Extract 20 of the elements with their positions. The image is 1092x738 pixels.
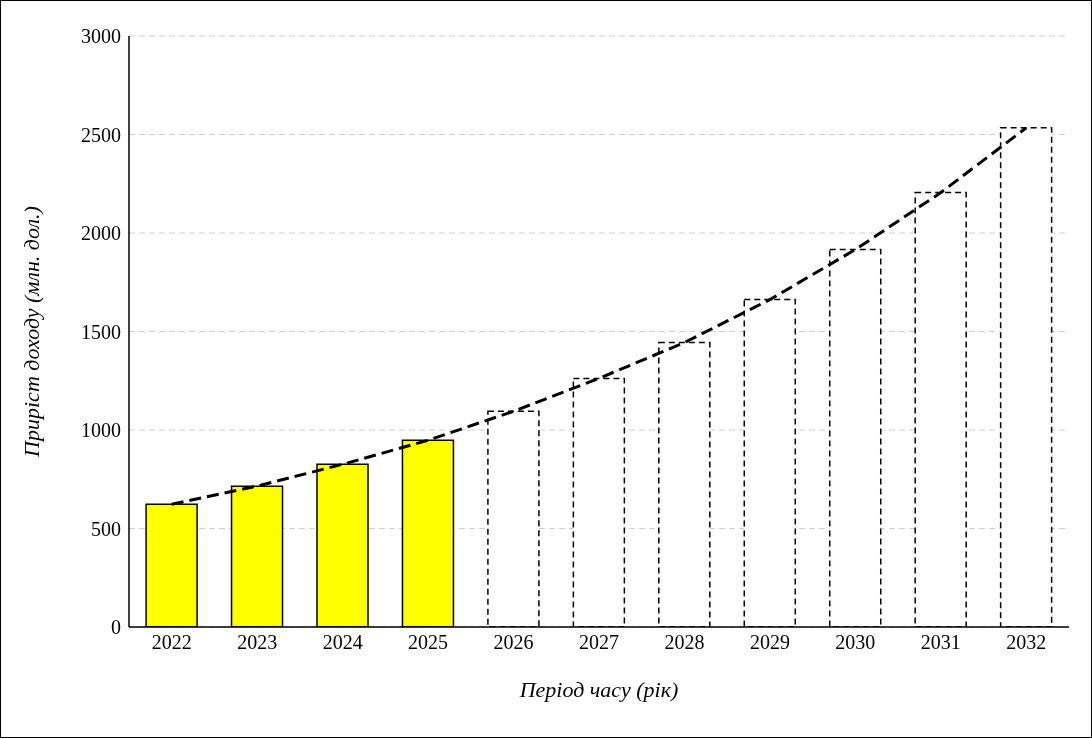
x-tick-label: 2024 xyxy=(322,631,363,654)
y-tick-label: 2500 xyxy=(81,123,121,146)
y-tick-label: 1500 xyxy=(81,320,121,343)
x-tick-label: 2022 xyxy=(151,631,192,654)
y-tick-label: 500 xyxy=(91,517,121,540)
x-tick-label: 2030 xyxy=(835,631,876,654)
x-tick-label: 2031 xyxy=(920,631,961,654)
y-tick-label: 0 xyxy=(111,616,121,639)
y-axis-title: Приріст доходу (млн. дол.) xyxy=(18,206,44,458)
x-tick-label: 2027 xyxy=(579,631,619,654)
x-tick-label: 2026 xyxy=(493,631,534,654)
x-tick-label: 2023 xyxy=(237,631,278,654)
y-tick-label: 2000 xyxy=(81,222,121,245)
y-tick-label: 3000 xyxy=(81,25,121,48)
x-tick-label: 2025 xyxy=(408,631,449,654)
x-tick-label: 2032 xyxy=(1006,631,1047,654)
x-axis-title: Період часу (рік) xyxy=(518,677,679,702)
x-tick-label: 2029 xyxy=(749,631,790,654)
x-tick-label: 2028 xyxy=(664,631,705,654)
y-tick-label: 1000 xyxy=(81,419,121,442)
